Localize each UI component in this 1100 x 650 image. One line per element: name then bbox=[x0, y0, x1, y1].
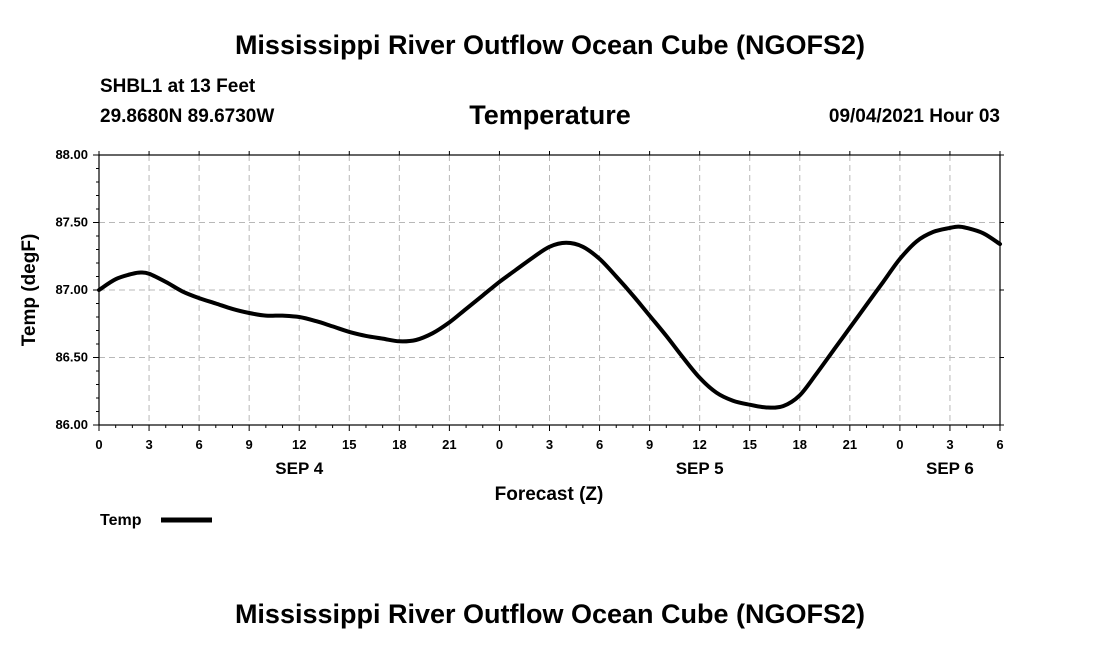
x-axis-tick-labels: 0 3 6 9 12 15 18 21 0 3 6 9 12 15 18 21 0 3 6 bbox=[95, 437, 1003, 452]
day-label: SEP 5 bbox=[676, 459, 724, 478]
x-tick-label: 12 bbox=[292, 437, 306, 452]
y-tick-label: 86.00 bbox=[55, 417, 88, 432]
station-label: SHBL1 at 13 Feet bbox=[100, 76, 256, 97]
y-tick-label: 87.50 bbox=[55, 215, 88, 230]
x-tick-label: 0 bbox=[896, 437, 903, 452]
x-tick-label: 9 bbox=[646, 437, 653, 452]
x-tick-label: 18 bbox=[392, 437, 406, 452]
chart-footer-title: Mississippi River Outflow Ocean Cube (NG… bbox=[234, 599, 866, 629]
y-axis-title: Temp (degF) bbox=[19, 234, 40, 347]
x-tick-label: 3 bbox=[946, 437, 953, 452]
x-tick-label: 18 bbox=[793, 437, 807, 452]
chart-subtitle: Temperature bbox=[469, 100, 631, 130]
x-tick-label: 15 bbox=[342, 437, 356, 452]
datestamp-label: 09/04/2021 Hour 03 bbox=[828, 106, 1000, 127]
x-tick-label: 0 bbox=[95, 437, 102, 452]
x-tick-label: 3 bbox=[546, 437, 553, 452]
x-axis-title: Forecast (Z) bbox=[495, 484, 604, 505]
y-tick-label: 87.00 bbox=[55, 282, 88, 297]
x-tick-label: 21 bbox=[442, 437, 456, 452]
legend: Temp bbox=[100, 512, 212, 529]
legend-label: Temp bbox=[100, 512, 142, 529]
x-tick-label: 3 bbox=[145, 437, 152, 452]
x-tick-label: 9 bbox=[246, 437, 253, 452]
axis-ticks bbox=[93, 151, 1004, 431]
x-tick-label: 6 bbox=[195, 437, 202, 452]
x-tick-label: 12 bbox=[692, 437, 706, 452]
chart-main-title: Mississippi River Outflow Ocean Cube (NG… bbox=[234, 30, 866, 60]
y-tick-label: 88.00 bbox=[55, 147, 88, 162]
y-tick-label: 86.50 bbox=[55, 350, 88, 365]
x-tick-label: 6 bbox=[596, 437, 603, 452]
grid-lines bbox=[99, 155, 1000, 425]
coordinates-label: 29.8680N 89.6730W bbox=[100, 106, 275, 127]
temp-series-line bbox=[97, 224, 1002, 410]
x-tick-label: 6 bbox=[996, 437, 1003, 452]
day-label: SEP 4 bbox=[275, 459, 323, 478]
x-tick-label: 15 bbox=[742, 437, 756, 452]
x-tick-label: 21 bbox=[843, 437, 857, 452]
x-tick-label: 0 bbox=[496, 437, 503, 452]
day-label: SEP 6 bbox=[926, 459, 974, 478]
y-axis-tick-labels: 86.00 86.50 87.00 87.50 88.00 bbox=[55, 147, 88, 432]
day-labels: SEP 4 SEP 5 SEP 6 bbox=[275, 459, 974, 478]
